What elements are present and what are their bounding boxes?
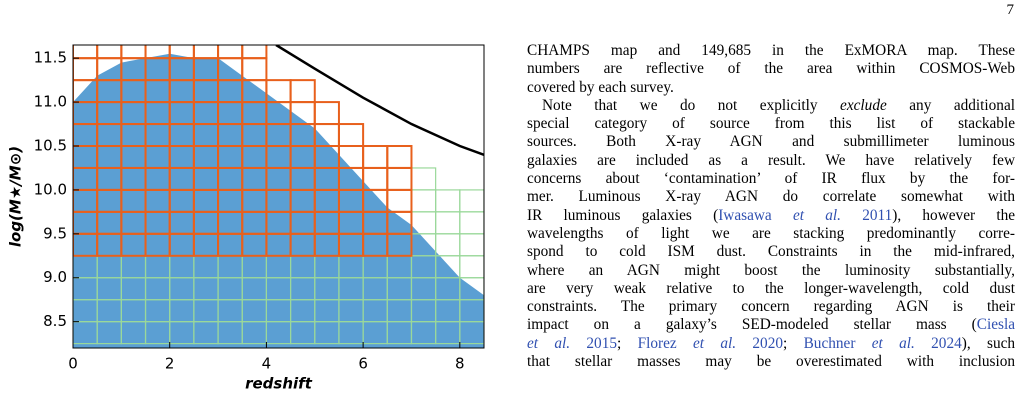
text-run: ), such [961, 334, 1016, 352]
text-run: wavelengths of light we are stacking pre… [527, 224, 1015, 242]
plot-frame [72, 44, 485, 349]
y-tick-label: 11.0 [34, 93, 67, 111]
text-run: numbers are reflective of the area withi… [527, 60, 1015, 78]
text-line: mer. Luminous X-ray AGN do correlate som… [527, 188, 1015, 206]
bin-cell [241, 57, 268, 82]
y-axis-label: log(M★/M⊙) [7, 146, 25, 247]
text-column: CHAMPS map and 149,685 in the ExMORA map… [527, 42, 1015, 371]
text-line: et al. 2015; Florez et al. 2020; Buchner… [527, 335, 1015, 353]
text-line: Note that we do not explicitly exclude a… [527, 97, 1015, 115]
text-line: special category of source from this lis… [527, 115, 1015, 133]
citation-link[interactable]: Florez [637, 334, 693, 352]
bin-cell [337, 123, 365, 148]
figure: 8.5 9.0 9.5 10.0 10.5 11.0 11.5 0 2 4 6 8 redshift lo… [7, 44, 485, 393]
y-tick-label: 10.5 [34, 137, 67, 155]
text-run: galaxies are included as a result. We ha… [527, 151, 1015, 169]
text-run: ; [617, 334, 638, 352]
bin-cell [459, 233, 484, 257]
bin-cell [73, 45, 99, 60]
text-run: covered by each survey. [527, 78, 674, 96]
text-run: IR luminous galaxies ( [527, 206, 719, 224]
bin-cell [410, 189, 437, 213]
citation-link[interactable]: Iwasawa [718, 206, 793, 224]
x-tick-label: 6 [358, 355, 368, 373]
bin-cell [313, 101, 340, 126]
citation-link[interactable]: 2024 [914, 334, 962, 352]
citation-link[interactable]: et al. [871, 334, 915, 352]
text-run: Note that we do not explicitly [542, 96, 841, 114]
bin-cell [241, 45, 268, 60]
text-line: constraints. The primary concern regardi… [527, 298, 1015, 316]
bin-cell [459, 189, 484, 213]
bin-cell [120, 45, 147, 60]
text-line: are very weak relative to the longer-wav… [527, 280, 1015, 298]
citation-link[interactable]: Buchner [803, 334, 872, 352]
text-run: any additional [886, 96, 1015, 114]
text-run: sources. Both X-ray AGN and submillimete… [527, 133, 1015, 151]
text-line: numbers are reflective of the area withi… [527, 60, 1015, 78]
x-tick-label: 8 [455, 355, 465, 373]
bin-cell [459, 211, 484, 235]
text-run: mer. Luminous X-ray AGN do correlate som… [527, 188, 1015, 206]
citation-link[interactable]: 2020 [736, 334, 784, 352]
bin-cell [386, 145, 413, 169]
text-run: ; [783, 334, 804, 352]
citation-link[interactable]: Ciesla [976, 316, 1015, 334]
citation-link[interactable]: 2015 [570, 334, 618, 352]
bin-cell [386, 188, 413, 213]
text-run: CHAMPS map and 149,685 in the ExMORA map… [527, 42, 1015, 59]
text-line: impact on a galaxy’s SED-modeled stellar… [527, 316, 1015, 334]
citation-link[interactable]: et al. [527, 334, 571, 352]
y-tick-label: 10.0 [34, 180, 67, 198]
text-line: sources. Both X-ray AGN and submillimete… [527, 133, 1015, 151]
limit-line [275, 45, 484, 156]
x-axis-label: redshift [245, 375, 313, 393]
bin-cell [435, 233, 461, 257]
x-tick-label: 0 [68, 355, 78, 373]
bin-cell [217, 45, 244, 60]
text-line: CHAMPS map and 149,685 in the ExMORA map… [527, 42, 1015, 60]
text-line: spond to cold ISM dust. Constraints in t… [527, 243, 1015, 261]
density-area [73, 53, 484, 348]
bin-cell [386, 166, 413, 191]
x-tick-label: 2 [165, 355, 175, 373]
citation-link[interactable]: et al. [792, 206, 841, 224]
text-run: ), however the [892, 206, 1016, 224]
text-line: concerns about ‘contamination’ of IR flu… [527, 170, 1015, 188]
bin-cell [362, 145, 389, 169]
bin-cell [192, 45, 220, 60]
text-run: exclude [840, 96, 887, 114]
page-number: 7 [1006, 2, 1015, 18]
citation-link[interactable]: 2011 [840, 206, 893, 224]
y-tick-label: 8.5 [43, 312, 67, 330]
text-line: where an AGN might boost the luminosity … [527, 262, 1015, 280]
text-run: constraints. The primary concern regardi… [527, 298, 1015, 316]
text-line: covered by each survey. [527, 79, 1015, 97]
bin-cell [410, 167, 437, 191]
text-run: spond to cold ISM dust. Constraints in t… [527, 243, 1015, 261]
text-run: are very weak relative to the longer-wav… [527, 279, 1015, 297]
bin-cell [435, 189, 461, 213]
text-run: that stellar masses may be overestimated… [527, 353, 1015, 371]
text-run: special category of source from this lis… [527, 115, 1015, 133]
text-line: galaxies are included as a result. We ha… [527, 152, 1015, 170]
citation-link[interactable]: et al. [693, 334, 737, 352]
y-tick-label: 11.5 [34, 49, 67, 67]
text-line: that stellar masses may be overestimated… [527, 353, 1015, 371]
x-tick-label: 4 [262, 355, 272, 373]
bin-cell [459, 255, 484, 279]
text-run: where an AGN might boost the luminosity … [527, 261, 1015, 279]
bin-cell [96, 45, 123, 60]
y-tick-label: 9.5 [43, 224, 67, 242]
text-line: wavelengths of light we are stacking pre… [527, 225, 1015, 243]
text-run: impact on a galaxy’s SED-modeled stellar… [527, 316, 977, 334]
text-run: concerns about ‘contamination’ of IR flu… [527, 170, 1015, 188]
bin-cell [73, 57, 99, 82]
text-line: IR luminous galaxies (Iwasawa et al. 201… [527, 207, 1015, 225]
bin-cell [435, 211, 461, 235]
y-tick-label: 9.0 [43, 268, 67, 286]
bin-cell [289, 79, 316, 104]
